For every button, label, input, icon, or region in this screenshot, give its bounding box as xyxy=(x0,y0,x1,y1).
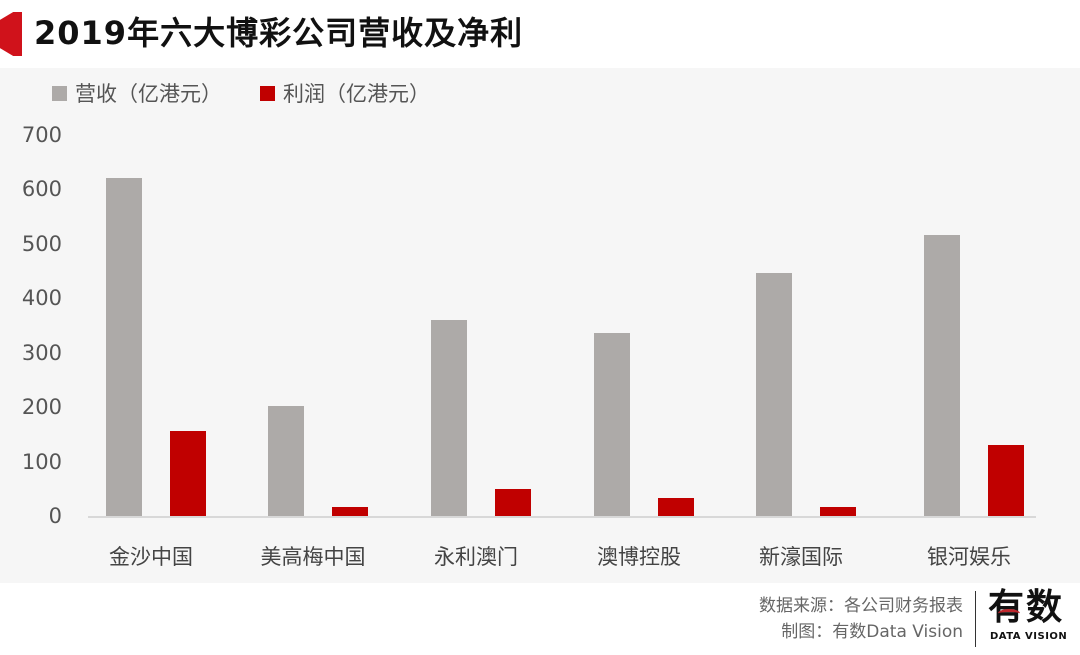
chart-title: 2019年六大博彩公司营收及净利 xyxy=(34,14,524,52)
source-note: 数据来源：各公司财务报表 制图：有数Data Vision xyxy=(759,593,963,645)
y-tick-label: 200 xyxy=(21,395,62,420)
y-tick-label: 500 xyxy=(21,231,62,256)
x-category-label: 金沙中国 xyxy=(109,545,193,569)
logo-subtitle: DATA VISION xyxy=(990,631,1068,642)
bar-profit xyxy=(170,431,206,516)
bar-revenue xyxy=(268,406,304,516)
bar-revenue xyxy=(924,234,960,516)
x-axis-line xyxy=(88,516,1036,518)
x-category-label: 新濠国际 xyxy=(759,545,843,569)
bar-revenue xyxy=(594,333,630,516)
bar-revenue xyxy=(756,272,792,516)
bar-revenue xyxy=(431,320,467,516)
chart-area: 营收（亿港元） 利润（亿港元） 0 100 200 300 400 500 600 700 金沙… xyxy=(0,68,1080,583)
footer-divider xyxy=(975,591,976,647)
x-category-label: 银河娱乐 xyxy=(927,545,1011,569)
legend-label-profit: 利润（亿港元） xyxy=(283,82,430,106)
x-category-label: 永利澳门 xyxy=(434,545,518,569)
data-source: 数据来源：各公司财务报表 xyxy=(759,596,963,616)
y-tick-label: 600 xyxy=(21,177,62,202)
logo: 有数 xyxy=(988,587,1065,628)
bar-profit xyxy=(495,488,531,516)
bar-profit xyxy=(820,507,856,516)
legend: 营收（亿港元） 利润（亿港元） xyxy=(52,78,430,108)
legend-label-revenue: 营收（亿港元） xyxy=(75,82,222,106)
legend-swatch-revenue-icon xyxy=(52,85,67,101)
footer: 数据来源：各公司财务报表 制图：有数Data Vision 有数 DATA VI… xyxy=(0,583,1080,655)
y-tick-label: 700 xyxy=(21,123,62,147)
header: 2019年六大博彩公司营收及净利 xyxy=(0,0,1080,68)
legend-item-revenue: 营收（亿港元） xyxy=(52,78,222,108)
bar-profit xyxy=(988,445,1024,516)
y-tick-label: 100 xyxy=(21,449,62,474)
x-category-label: 美高梅中国 xyxy=(260,545,366,569)
bar-profit xyxy=(658,498,694,516)
bar-profit xyxy=(332,506,368,516)
legend-item-profit: 利润（亿港元） xyxy=(260,78,430,108)
y-tick-label: 300 xyxy=(21,340,62,365)
y-tick-label: 400 xyxy=(21,286,62,311)
title-accent-mark xyxy=(0,12,22,56)
chart-credit: 制图：有数Data Vision xyxy=(781,622,963,642)
legend-swatch-profit-icon xyxy=(260,85,275,101)
bar-revenue xyxy=(106,177,142,516)
x-category-label: 澳博控股 xyxy=(597,545,681,569)
y-tick-label: 0 xyxy=(48,504,62,528)
logo-wave-icon xyxy=(998,609,1020,618)
